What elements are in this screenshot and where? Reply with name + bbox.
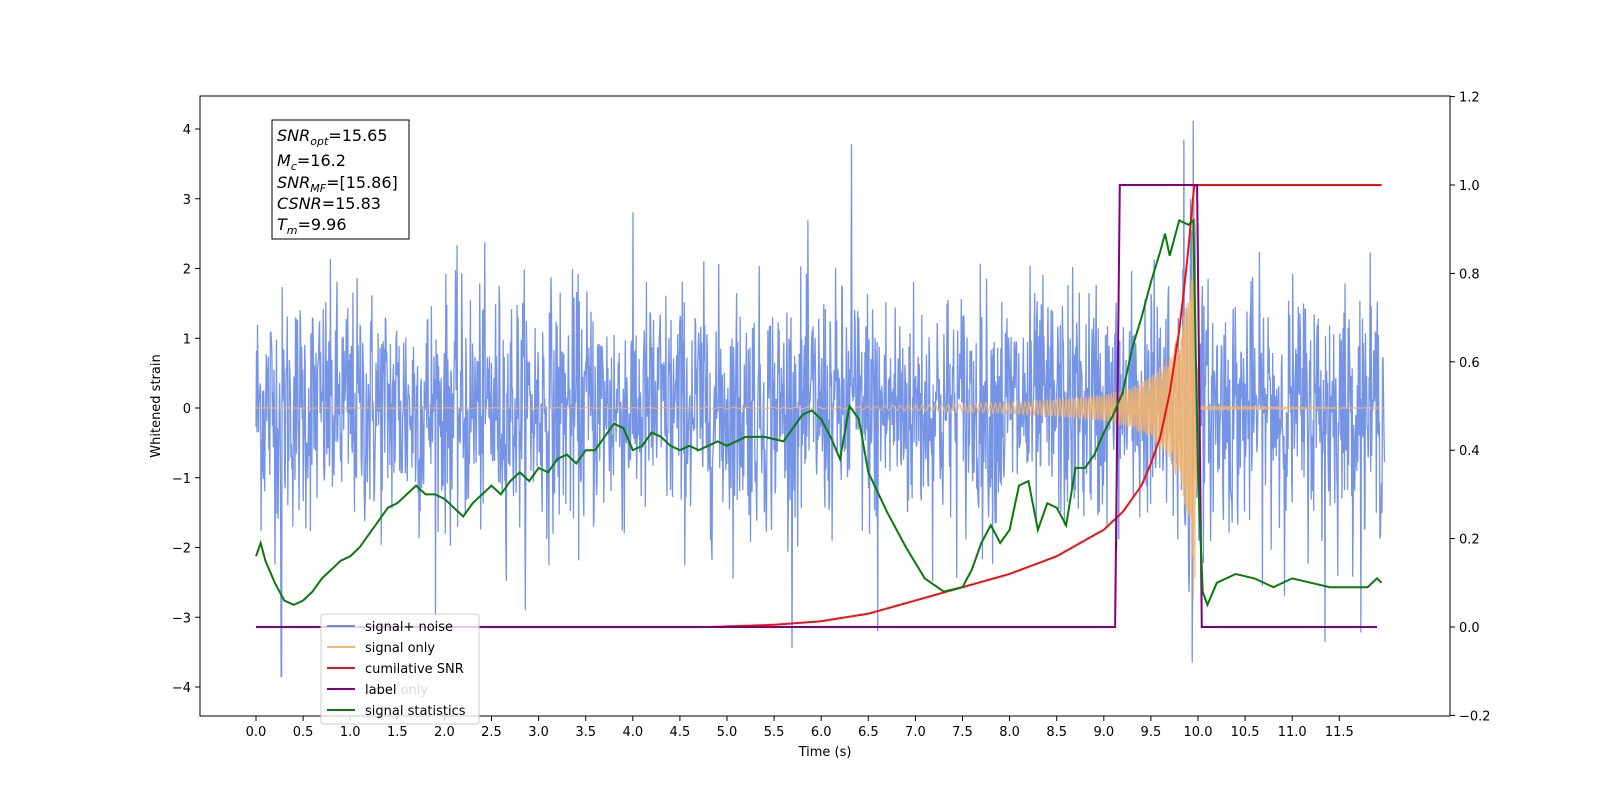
stats-box-frame xyxy=(271,119,410,240)
stat-mc: Mc=16.2 xyxy=(277,151,346,173)
series-layer xyxy=(255,120,1386,678)
series-signal-statistics xyxy=(255,218,1383,608)
y-right-tick-label: 1.0 xyxy=(1459,179,1480,194)
y-axis-left-label: Whitened strain xyxy=(149,354,164,457)
x-tick-label: 0.5 xyxy=(293,725,314,740)
y-axis-right-ticks: 1.2 1.0 0.8 0.6 0.4 0.2 0.0 −0.2 xyxy=(1450,91,1491,724)
y-right-tick-label: −0.2 xyxy=(1459,709,1491,724)
y-axis-left-ticks: 4 3 2 1 0 −1 −2 −3 −4 xyxy=(172,123,200,696)
y-left-tick-label: 3 xyxy=(183,193,191,208)
legend: signal+ noise signal only cumilative SNR… xyxy=(320,613,480,725)
x-axis-label: Time (s) xyxy=(798,745,852,760)
x-tick-label: 9.0 xyxy=(1093,725,1114,740)
x-tick-label: 3.0 xyxy=(528,725,549,740)
legend-label-cumulative-snr: cumilative SNR xyxy=(365,662,464,677)
x-tick-label: 2.0 xyxy=(434,725,455,740)
stats-box: SNRopt=15.65 Mc=16.2 SNRMF=[15.86] CSNR=… xyxy=(271,119,410,240)
stat-tm: Tm=9.96 xyxy=(277,215,347,237)
x-tick-label: 6.5 xyxy=(858,725,879,740)
y-left-tick-label: 0 xyxy=(183,402,191,417)
legend-label-label: label xyxy=(365,683,396,698)
x-tick-label: 5.0 xyxy=(717,725,738,740)
x-tick-label: 10.5 xyxy=(1231,725,1260,740)
y-right-tick-label: 0.8 xyxy=(1459,267,1480,282)
y-right-tick-label: 0.2 xyxy=(1459,533,1480,548)
y-left-tick-label: −4 xyxy=(172,681,191,696)
x-tick-label: 10.0 xyxy=(1184,725,1213,740)
legend-label-hidden: label only xyxy=(365,683,428,698)
y-left-tick-label: −2 xyxy=(172,542,191,557)
x-tick-label: 7.0 xyxy=(905,725,926,740)
x-tick-label: 4.0 xyxy=(622,725,643,740)
y-left-tick-label: 1 xyxy=(183,332,191,347)
x-tick-label: 6.0 xyxy=(811,725,832,740)
stat-snr-mf: SNRMF=[15.86] xyxy=(277,173,398,195)
x-tick-label: 1.5 xyxy=(387,725,408,740)
x-tick-label: 0.0 xyxy=(246,725,267,740)
legend-frame xyxy=(320,613,480,725)
y-left-tick-label: 4 xyxy=(183,123,191,138)
x-tick-label: 1.0 xyxy=(340,725,361,740)
series-label xyxy=(256,184,1377,628)
stat-snr-opt: SNRopt=15.65 xyxy=(277,126,388,148)
x-tick-label: 4.5 xyxy=(670,725,691,740)
legend-label-signal-noise: signal+ noise xyxy=(365,620,453,635)
legend-label-signal-statistics: signal statistics xyxy=(365,704,466,719)
series-signal-only xyxy=(256,200,1385,599)
y-right-tick-label: 0.6 xyxy=(1459,356,1480,371)
x-tick-label: 3.5 xyxy=(575,725,596,740)
x-tick-label: 7.5 xyxy=(952,725,973,740)
x-tick-label: 8.0 xyxy=(999,725,1020,740)
stat-csnr: CSNR=15.83 xyxy=(277,194,381,213)
x-axis-ticks: 0.0 0.5 1.0 1.5 2.0 2.5 3.0 3.5 4.0 4.5 5.0 5.5 6.0 6… xyxy=(246,716,1354,740)
y-right-tick-label: 0.4 xyxy=(1459,444,1480,459)
x-tick-label: 2.5 xyxy=(481,725,502,740)
x-tick-label: 8.5 xyxy=(1046,725,1067,740)
y-left-tick-label: −1 xyxy=(172,472,191,487)
y-left-tick-label: −3 xyxy=(172,611,191,626)
x-tick-label: 11.5 xyxy=(1325,725,1354,740)
legend-label-signal-only: signal only xyxy=(365,641,435,656)
x-tick-label: 5.5 xyxy=(764,725,785,740)
y-right-tick-label: 0.0 xyxy=(1459,621,1480,636)
y-left-tick-label: 2 xyxy=(183,263,191,278)
x-tick-label: 9.5 xyxy=(1141,725,1162,740)
y-right-tick-label: 1.2 xyxy=(1459,91,1480,106)
axes-frame xyxy=(199,95,1451,717)
x-tick-label: 11.0 xyxy=(1278,725,1307,740)
